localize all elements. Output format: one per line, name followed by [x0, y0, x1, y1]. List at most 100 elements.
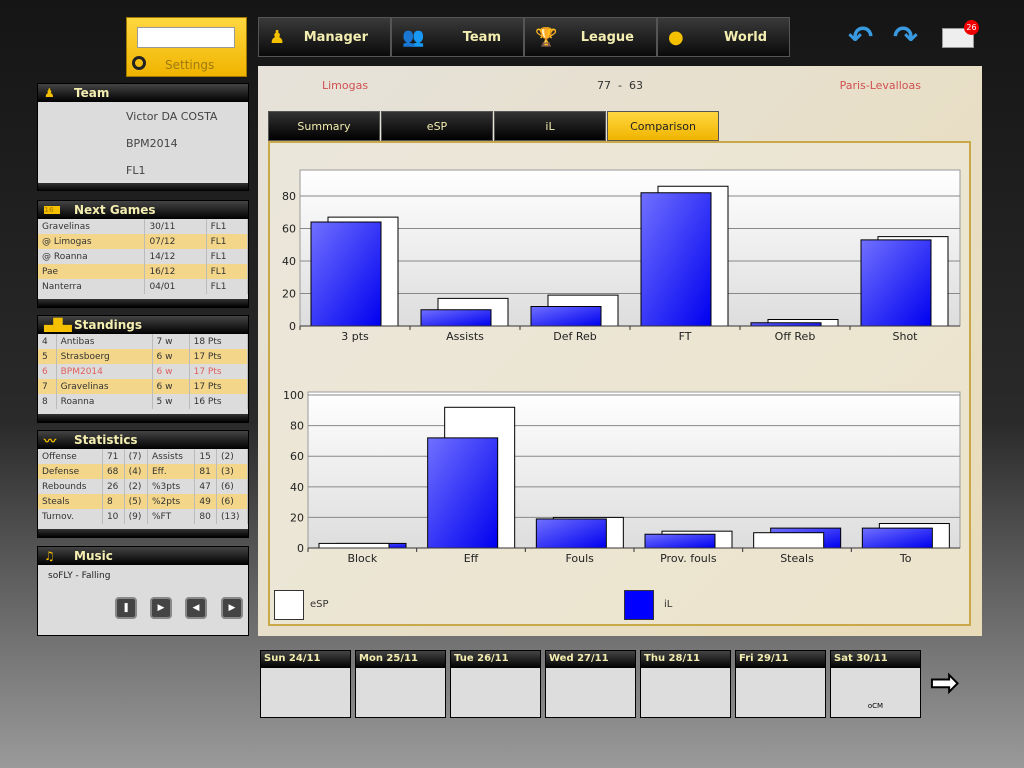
calendar-day[interactable]: Fri 29/11 — [735, 650, 826, 718]
away-team: Paris-Levalloas — [839, 79, 921, 92]
bar-il — [427, 437, 499, 549]
table-cell: 17 Pts — [189, 364, 249, 379]
forward-arrow-icon[interactable]: ↷ — [893, 20, 919, 55]
panel-title: Standings — [74, 318, 142, 332]
table-cell: 6 — [38, 364, 57, 379]
next-games-table: Gravelinas 30/11 FL1 @ Limogas 07/12 FL1 @ Roa… — [38, 219, 249, 294]
table-cell: Rebounds — [38, 479, 103, 494]
table-cell: 47 — [194, 479, 218, 494]
league-name: FL1 — [126, 164, 146, 177]
tab-esp[interactable]: eSP — [381, 111, 493, 141]
calendar-icon: 16 — [44, 206, 60, 214]
calendar-day[interactable]: Sun 24/11 — [260, 650, 351, 718]
gear-icon — [132, 56, 146, 70]
day-note — [356, 668, 445, 702]
day-note — [451, 668, 540, 702]
back-arrow-icon[interactable]: ↶ — [848, 20, 874, 55]
globe-icon: ● — [668, 26, 684, 48]
y-tick-label: 40 — [290, 481, 304, 494]
tab-comparison[interactable]: Comparison — [607, 111, 719, 141]
table-cell: 7 w — [152, 334, 190, 349]
table-cell: FL1 — [206, 279, 249, 294]
tab-summary[interactable]: Summary — [268, 111, 380, 141]
table-cell: (7) — [124, 449, 149, 464]
nav-manager[interactable]: ♟ Manager — [258, 17, 391, 57]
table-cell: %2pts — [147, 494, 196, 509]
table-cell: (6) — [216, 479, 248, 494]
nav-world[interactable]: ● World — [657, 17, 790, 57]
table-cell: Roanna — [56, 394, 153, 409]
panel-title: Statistics — [74, 433, 138, 447]
y-tick-label: 0 — [297, 542, 304, 555]
settings-tile[interactable]: Settings — [126, 17, 247, 77]
calendar-day[interactable]: Thu 28/11 — [640, 650, 731, 718]
nav-label: Team — [462, 29, 501, 45]
match-panel: Limogas 77 - 63 Paris-Levalloas Summary … — [258, 66, 982, 636]
table-cell: 6 w — [152, 364, 190, 379]
table-cell: 17 Pts — [189, 349, 249, 364]
x-category-label: Steals — [780, 552, 814, 565]
table-row: 5 Strasboerg 6 w 17 Pts — [38, 349, 249, 364]
nav-team[interactable]: 👥 Team — [391, 17, 524, 57]
panel-title: Music — [74, 549, 113, 563]
day-label: Sun 24/11 — [261, 651, 350, 668]
table-row: 8 Roanna 5 w 16 Pts — [38, 394, 249, 409]
legend-label-il: iL — [664, 599, 673, 610]
table-cell: (6) — [216, 494, 248, 509]
day-note — [736, 668, 825, 702]
table-cell: (13) — [216, 509, 248, 524]
table-cell: Gravelinas — [38, 219, 146, 234]
group-icon: 👥 — [402, 26, 425, 48]
nav-label: League — [580, 29, 634, 45]
bar-il — [860, 239, 932, 327]
nav-league[interactable]: 🏆 League — [524, 17, 657, 57]
table-row: @ Roanna 14/12 FL1 — [38, 249, 249, 264]
table-row: Rebounds 26 (2) %3pts 47 (6) — [38, 479, 248, 494]
calendar-day[interactable]: Mon 25/11 — [355, 650, 446, 718]
play-button[interactable]: ▶ — [150, 597, 172, 619]
table-cell: FL1 — [206, 219, 249, 234]
table-cell: 5 w — [152, 394, 190, 409]
previous-button[interactable]: ◀ — [185, 597, 207, 619]
table-cell: Turnov. — [38, 509, 103, 524]
calendar-day[interactable]: Wed 27/11 — [545, 650, 636, 718]
comparison-charts: 0 20 40 60 80 3 pts Assists Def Reb FT Off Reb Sho… — [268, 141, 971, 626]
table-cell: (4) — [124, 464, 149, 479]
standings-panel: ▄█▄ Standings 4 Antibas 7 w 18 Pts 5 Strasboer… — [37, 315, 249, 423]
legend-label-esp: eSP — [310, 599, 329, 610]
table-row: Turnov. 10 (9) %FT 80 (13) — [38, 509, 248, 524]
table-cell: Offense — [38, 449, 103, 464]
day-label: Fri 29/11 — [736, 651, 825, 668]
x-category-label: Prov. fouls — [660, 552, 717, 565]
calendar-day[interactable]: Sat 30/11 oCM — [830, 650, 921, 718]
table-row: 6 BPM2014 6 w 17 Pts — [38, 364, 249, 379]
tab-il[interactable]: iL — [494, 111, 606, 141]
day-label: Wed 27/11 — [546, 651, 635, 668]
y-tick-label: 100 — [283, 389, 304, 402]
pause-button[interactable]: ❚ — [115, 597, 137, 619]
table-cell: 18 Pts — [189, 334, 249, 349]
table-cell: 7 — [38, 379, 57, 394]
table-cell: Pae — [38, 264, 146, 279]
day-label: Sat 30/11 — [831, 651, 920, 668]
nav-label: World — [724, 29, 767, 45]
table-cell: 49 — [194, 494, 218, 509]
club-name: BPM2014 — [126, 137, 178, 150]
team-panel: ♟ Team Victor DA COSTA BPM2014 FL1 — [37, 83, 249, 191]
table-cell: Gravelinas — [56, 379, 153, 394]
y-tick-label: 20 — [282, 288, 296, 301]
x-category-label: Eff — [464, 552, 479, 565]
table-cell: 8 — [102, 494, 125, 509]
bar-il — [644, 533, 716, 549]
settings-input[interactable] — [137, 27, 235, 48]
next-week-arrow-icon[interactable]: ➡ — [929, 663, 959, 703]
day-label: Mon 25/11 — [356, 651, 445, 668]
day-note — [641, 668, 730, 702]
next-button[interactable]: ▶ — [221, 597, 243, 619]
day-note: oCM — [867, 702, 884, 710]
table-cell: 26 — [102, 479, 125, 494]
manager-name: Victor DA COSTA — [126, 110, 218, 123]
x-category-label: Fouls — [565, 552, 594, 565]
calendar-day[interactable]: Tue 26/11 — [450, 650, 541, 718]
table-row: Offense 71 (7) Assists 15 (2) — [38, 449, 248, 464]
